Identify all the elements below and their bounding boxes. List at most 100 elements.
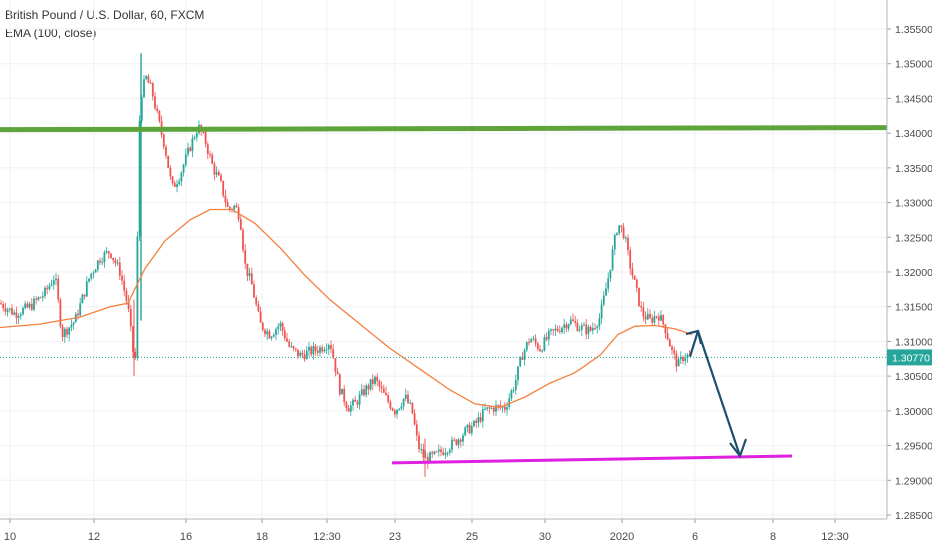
candle-down [633,275,636,280]
candle-down [422,449,425,458]
candle-down [431,452,434,454]
candle-down [497,405,500,407]
candle-up [33,298,35,310]
drawing-tools[interactable] [0,125,888,465]
candle-up [583,324,585,326]
candle-down [154,96,156,109]
x-tick-label: 2020 [610,531,634,543]
candle-up [105,251,108,253]
candle-down [211,154,214,164]
y-tick-label: 1.29000 [895,475,932,487]
candle-up [308,347,310,351]
candle-up [182,164,185,173]
candle-down [411,402,414,414]
candle-up [600,304,603,319]
candle-down [459,439,462,442]
candle-down [112,257,115,261]
candle-down [479,417,482,422]
candle-down [259,311,262,323]
resistance-trendline[interactable] [0,125,888,133]
candle-up [140,97,143,121]
x-tick-label: 25 [466,531,478,543]
candle-up [279,323,282,327]
candle-up [616,233,618,235]
candle-up [433,451,436,454]
support-trendline[interactable] [391,454,793,465]
candle-down [655,316,658,318]
candle-down [121,275,123,281]
projection-arrow-down[interactable] [696,330,742,457]
candle-up [277,326,280,330]
candle-up [398,408,401,410]
candle-down [574,321,577,323]
candle-up [44,287,46,296]
candle-up [81,294,84,304]
candle-up [605,288,607,296]
candle-down [440,449,442,453]
candle-down [310,347,313,355]
candle-up [215,172,218,175]
candle-down [46,287,49,290]
candle-down [244,250,247,264]
candle-up [70,324,73,328]
candle-up [598,318,601,327]
candle-up [457,439,460,445]
candle-down [426,456,429,463]
candle-up [360,389,363,395]
projection-arrowhead-down[interactable] [729,438,748,459]
candle-up [136,236,139,358]
candle-up [446,452,449,454]
candle-up [72,322,75,325]
candle-up [400,406,403,409]
candle-up [578,329,581,331]
candle-down [204,131,207,144]
candle-down [209,153,211,155]
candle-down [585,324,588,335]
candle-down [435,451,438,453]
candle-down [589,326,592,331]
candle-down [226,202,229,207]
candle-down [286,338,288,342]
candle-down [261,322,264,330]
candle-up [195,133,198,138]
candle-down [629,250,632,269]
y-tick-label: 1.33500 [895,163,932,175]
candle-up [420,449,423,451]
candle-down [387,395,390,402]
candle-up [679,356,682,360]
candle-up [473,420,475,427]
candle-down [378,381,381,387]
candle-down [545,337,548,340]
y-tick-label: 1.32000 [895,267,932,279]
candle-up [41,295,44,298]
candle-up [193,137,196,139]
candle-down [268,331,271,339]
candle-up [481,409,484,422]
projection-arrow-up[interactable] [688,330,700,358]
candle-up [510,390,513,399]
candle-up [437,449,440,452]
candle-down [15,312,18,319]
candle-down [657,316,660,321]
candle-up [444,452,447,455]
candle-up [48,285,51,290]
candle-up [486,407,489,409]
candle-down [552,329,555,331]
candle-down [35,298,38,300]
candle-up [523,350,526,360]
candle-down [627,237,629,251]
candle-down [338,374,341,395]
candle-down [281,323,284,331]
candle-down [125,290,128,301]
candle-down [224,195,227,203]
ema-line-group [0,208,693,409]
candle-up [349,405,352,412]
candle-down [380,386,383,389]
candle-down [162,134,165,147]
candle-up [6,309,9,312]
candle-down [558,330,561,333]
candle-up [550,329,552,331]
candle-up [22,308,24,315]
candle-down [572,319,574,322]
